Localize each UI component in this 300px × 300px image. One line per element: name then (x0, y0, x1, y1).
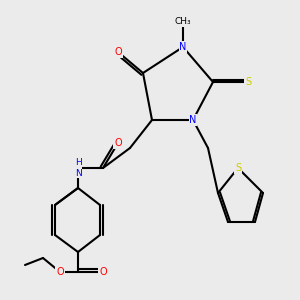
Text: O: O (114, 47, 122, 57)
Text: S: S (235, 163, 241, 173)
Text: S: S (245, 77, 251, 87)
Text: O: O (56, 267, 64, 277)
Text: N: N (189, 115, 197, 125)
Text: O: O (99, 267, 107, 277)
Text: N: N (179, 42, 187, 52)
Text: CH₃: CH₃ (175, 17, 191, 26)
Text: H
N: H N (75, 158, 81, 178)
Text: O: O (114, 138, 122, 148)
